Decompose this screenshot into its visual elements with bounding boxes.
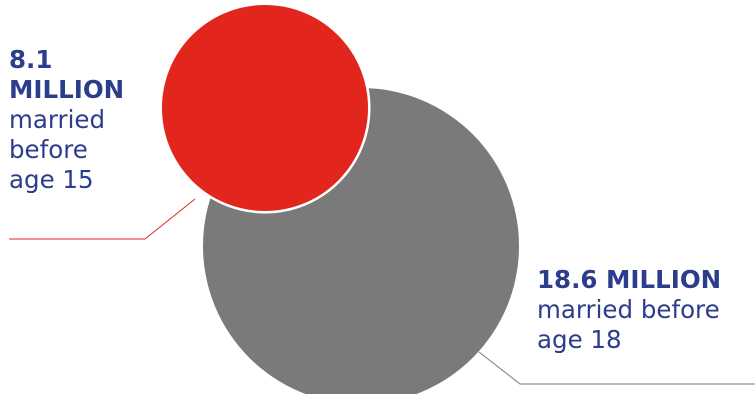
leader-line-before-18 (478, 351, 755, 385)
bubble-married-before-15 (159, 2, 371, 214)
label-value-18-6-million: 18.6 MILLION (537, 265, 722, 294)
leader-line-before-15 (9, 198, 196, 240)
label-married-before-15: 8.1 MILLION married before age 15 (9, 45, 159, 194)
label-desc-before-18: married before age 18 (537, 294, 720, 354)
label-value-8-1-million: 8.1 MILLION (9, 45, 125, 104)
label-married-before-18: 18.6 MILLION married before age 18 (537, 265, 755, 355)
label-desc-before-15: married before age 15 (9, 104, 106, 194)
